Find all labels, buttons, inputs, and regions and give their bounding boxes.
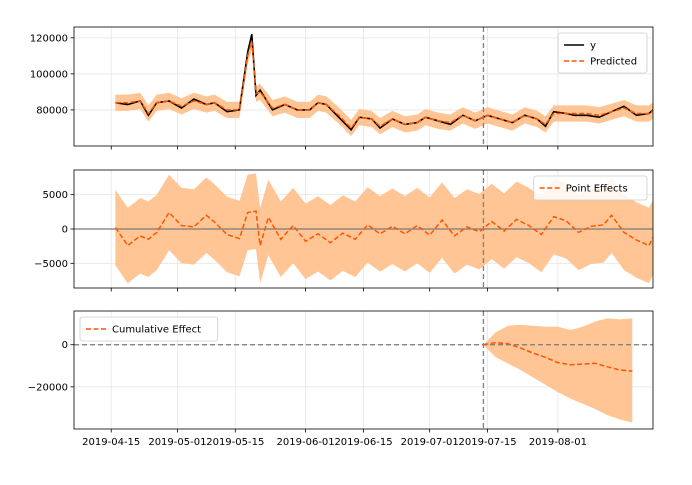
y-tick-label: 100000 bbox=[30, 69, 68, 80]
legend-label: Predicted bbox=[590, 57, 637, 68]
panel-pointwise: −5000 0 5000 Point Effects bbox=[34, 169, 654, 292]
plot-area bbox=[74, 173, 653, 284]
legend: y Predicted bbox=[557, 32, 648, 74]
y-tick-label: −20000 bbox=[28, 382, 68, 393]
legend-box bbox=[557, 32, 648, 74]
legend-label: y bbox=[590, 41, 596, 52]
y-tick-label: 80000 bbox=[36, 105, 68, 116]
x-tick-label: 2019-06-01 bbox=[277, 437, 335, 448]
x-tick-label: 2019-05-01 bbox=[148, 437, 206, 448]
legend-box bbox=[79, 316, 219, 342]
x-tick-label: 2019-05-15 bbox=[206, 437, 264, 448]
panel-cumulative: −20000 0 2019-04-15 2019-05-01 2019-05-15 201… bbox=[28, 310, 654, 448]
series-cumulative-effect bbox=[483, 341, 633, 372]
series-point-effects bbox=[114, 210, 653, 247]
legend-label: Cumulative Effect bbox=[112, 325, 201, 336]
plot-area bbox=[74, 318, 653, 423]
legend-label: Point Effects bbox=[566, 184, 628, 195]
y-tick-label: −5000 bbox=[34, 259, 68, 270]
y-tick-label: 0 bbox=[62, 225, 68, 236]
legend-box bbox=[533, 175, 648, 201]
x-tick-label: 2019-04-15 bbox=[82, 437, 140, 448]
panel-original: 80000 100000 120000 y Predicted bbox=[30, 26, 654, 150]
confidence-band bbox=[115, 173, 653, 284]
y-tick-label: 5000 bbox=[43, 190, 68, 201]
y-tick-label: 120000 bbox=[30, 33, 68, 44]
legend: Cumulative Effect bbox=[79, 316, 219, 342]
x-tick-label: 2019-07-01 bbox=[401, 437, 459, 448]
x-tick-label: 2019-06-15 bbox=[334, 437, 392, 448]
y-tick-label: 0 bbox=[62, 340, 68, 351]
x-tick-label: 2019-07-15 bbox=[459, 437, 517, 448]
plot-area bbox=[115, 33, 653, 137]
legend: Point Effects bbox=[533, 175, 648, 201]
x-tick-label: 2019-08-01 bbox=[529, 437, 587, 448]
